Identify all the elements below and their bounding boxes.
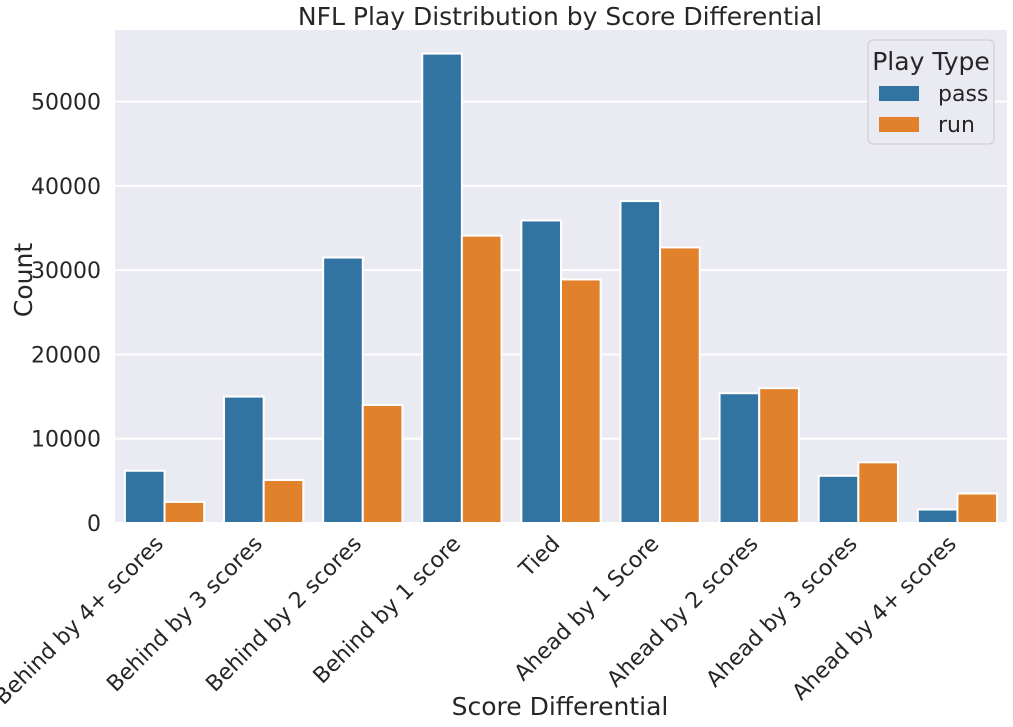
y-tick-label: 40000	[31, 175, 101, 200]
legend-swatch-run	[879, 117, 919, 132]
bar-run	[857, 461, 899, 525]
bar-pass	[322, 256, 364, 524]
legend-label-pass: pass	[938, 82, 988, 107]
bar-run	[758, 387, 800, 524]
bar-run	[460, 234, 503, 524]
bar-run	[659, 246, 701, 525]
y-axis-ticks: 0 10000 20000 30000 40000 50000	[31, 91, 101, 537]
bar-pass	[223, 395, 265, 525]
bar-run	[956, 492, 999, 524]
bar-pass	[916, 508, 959, 524]
bar-run	[560, 278, 602, 525]
x-tick-label: Behind by 4+ scores	[0, 532, 169, 711]
bar-pass	[619, 200, 662, 524]
y-axis-title: Count	[9, 243, 38, 317]
y-tick-label: 30000	[31, 259, 101, 284]
bar-run	[361, 404, 404, 524]
legend: Play Type pass run	[867, 39, 995, 145]
x-tick-label: Tied	[514, 532, 565, 583]
bar-pass	[817, 474, 860, 524]
bar-pass	[520, 219, 562, 524]
x-axis-title: Score Differential	[452, 692, 669, 721]
bar-run	[163, 500, 206, 524]
y-tick-label: 50000	[31, 91, 101, 116]
bars	[123, 52, 999, 525]
bar-pass	[123, 469, 166, 524]
bar-pass	[421, 52, 463, 524]
x-tick-label: Ahead by 4+ scores	[788, 532, 962, 706]
bar-run	[262, 479, 305, 524]
chart-title: NFL Play Distribution by Score Different…	[298, 2, 822, 31]
legend-title: Play Type	[872, 47, 990, 76]
legend-label-run: run	[938, 113, 975, 138]
legend-swatch-pass	[879, 86, 919, 101]
bar-pass	[718, 392, 761, 524]
y-tick-label: 20000	[31, 343, 101, 368]
y-tick-label: 10000	[31, 428, 101, 453]
y-tick-label: 0	[87, 512, 101, 537]
